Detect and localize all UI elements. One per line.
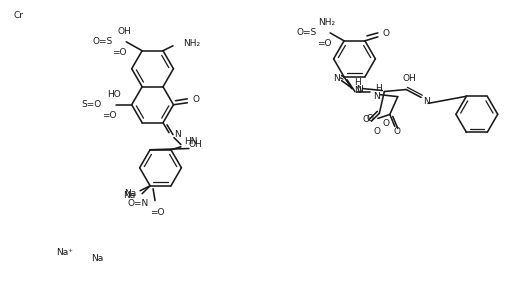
- Text: O: O: [362, 115, 369, 124]
- Text: =O: =O: [317, 39, 331, 48]
- Text: N: N: [373, 92, 380, 101]
- Text: O=N: O=N: [128, 199, 149, 208]
- Text: HN: HN: [184, 137, 198, 146]
- Text: O: O: [382, 119, 389, 128]
- Text: O: O: [393, 127, 400, 136]
- Text: O=S: O=S: [297, 28, 317, 37]
- Text: =O: =O: [150, 208, 164, 217]
- Text: N: N: [174, 130, 181, 139]
- Text: Cr: Cr: [14, 11, 23, 20]
- Text: Na: Na: [91, 254, 103, 263]
- Text: O=S: O=S: [92, 37, 112, 46]
- Text: N: N: [356, 85, 363, 94]
- Text: HO: HO: [107, 90, 121, 99]
- Text: H: H: [354, 78, 361, 87]
- Text: =O: =O: [112, 48, 126, 57]
- Text: Na: Na: [123, 191, 135, 200]
- Text: N: N: [423, 97, 430, 106]
- Text: N: N: [354, 86, 361, 95]
- Text: OH: OH: [189, 140, 203, 149]
- Text: =O: =O: [101, 111, 116, 120]
- Text: OH: OH: [118, 27, 131, 36]
- Text: O: O: [192, 95, 199, 104]
- Text: Na⁺: Na⁺: [56, 249, 73, 257]
- Text: H: H: [375, 84, 382, 93]
- Text: O: O: [367, 114, 374, 123]
- Text: S=O: S=O: [82, 100, 102, 109]
- Text: OH: OH: [402, 74, 416, 83]
- Text: NH₂: NH₂: [319, 17, 336, 27]
- Text: Na: Na: [124, 189, 136, 198]
- Text: O: O: [374, 127, 381, 136]
- Text: N: N: [333, 74, 340, 83]
- Text: NH₂: NH₂: [183, 39, 200, 48]
- Text: O: O: [383, 29, 390, 38]
